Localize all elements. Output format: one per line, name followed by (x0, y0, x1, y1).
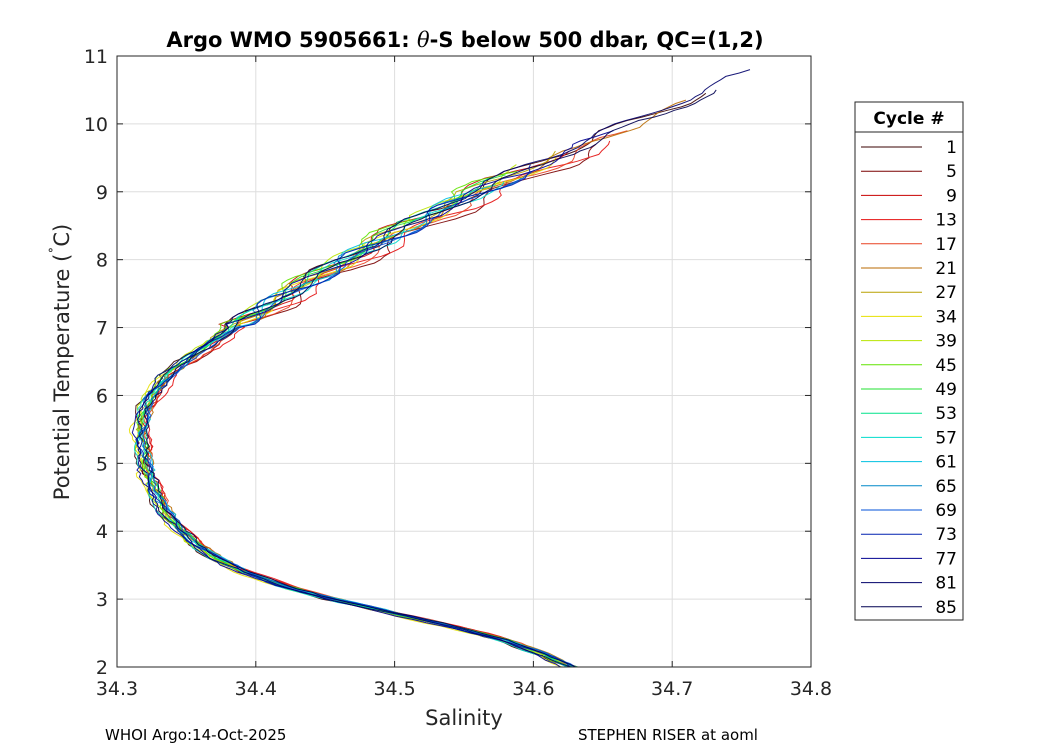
legend-label-cycle-81: 81 (935, 574, 957, 594)
legend-label-cycle-61: 61 (935, 453, 957, 473)
legend-label-cycle-13: 13 (935, 211, 957, 231)
footer-operator: STEPHEN RISER at aoml (578, 726, 758, 744)
y-axis-label-unit: C) (50, 224, 74, 247)
legend-label-cycle-57: 57 (935, 428, 957, 448)
legend-label-cycle-85: 85 (935, 598, 957, 618)
legend-label-cycle-39: 39 (935, 332, 957, 352)
legend-label-cycle-34: 34 (935, 307, 957, 327)
x-tick-label: 34.3 (96, 678, 138, 700)
legend-label-cycle-9: 9 (946, 186, 957, 206)
y-tick-label: 2 (96, 657, 108, 679)
y-tick-label: 8 (96, 250, 108, 272)
footer-credit: WHOI Argo:14-Oct-2025 (105, 726, 287, 744)
x-tick-labels: 34.3 34.4 34.5 34.6 34.7 34.8 (96, 678, 832, 700)
title-prefix: Argo WMO 5905661: (166, 28, 417, 52)
y-tick-label: 4 (96, 521, 108, 543)
legend-label-cycle-65: 65 (935, 477, 957, 497)
title-suffix: -S below 500 dbar, QC=(1,2) (430, 28, 764, 52)
x-tick-label: 34.5 (373, 678, 415, 700)
legend-label-cycle-45: 45 (935, 356, 957, 376)
x-tick-label: 34.4 (235, 678, 277, 700)
y-axis-label: Potential Temperature (˚C) (48, 224, 74, 500)
legend-label-cycle-69: 69 (935, 501, 957, 521)
y-tick-label: 11 (84, 46, 108, 68)
y-tick-label: 7 (96, 318, 108, 340)
x-axis-label: Salinity (425, 706, 503, 730)
plot-frame (116, 55, 812, 668)
profile-lines (128, 69, 751, 668)
profile-line-cycle-85 (143, 89, 717, 668)
profile-line-cycle-81 (136, 69, 751, 668)
legend-entries: 1 5 9 13 17 21 27 34 39 45 49 53 57 61 65 69 73 77 81 85 (861, 138, 957, 618)
legend-label-cycle-49: 49 (935, 380, 957, 400)
plot-area (117, 56, 811, 667)
x-tick-label: 34.7 (651, 678, 693, 700)
x-tick-label: 34.6 (512, 678, 554, 700)
profile-line-cycle-73 (135, 164, 571, 668)
legend-label-cycle-73: 73 (935, 525, 957, 545)
y-tick-labels: 2 3 4 5 6 7 8 9 10 11 (84, 46, 108, 679)
profile-line-cycle-69 (142, 170, 576, 668)
legend-label-cycle-5: 5 (946, 162, 957, 182)
legend-box (854, 101, 964, 621)
degree-symbol: ˚ (48, 247, 65, 254)
legend-label-cycle-53: 53 (935, 404, 957, 424)
y-tick-label: 6 (96, 385, 108, 407)
legend-title: Cycle # (873, 109, 944, 129)
y-tick-label: 10 (84, 114, 108, 136)
legend-label-cycle-1: 1 (946, 138, 957, 158)
chart-title: Argo WMO 5905661: θ-S below 500 dbar, QC… (166, 28, 763, 52)
x-tick-label: 34.8 (790, 678, 832, 700)
legend: Cycle # 1 5 9 13 17 21 27 34 39 45 49 53 57 61 65 69 73 7… (854, 101, 964, 621)
y-tick-label: 3 (96, 589, 108, 611)
legend-label-cycle-21: 21 (935, 259, 957, 279)
profile-line-cycle-77 (131, 130, 614, 668)
y-axis-label-main: Potential Temperature ( (50, 254, 74, 501)
legend-label-cycle-17: 17 (935, 235, 957, 255)
axis-ticks (116, 55, 812, 668)
theta-symbol: θ (417, 28, 430, 52)
y-tick-label: 5 (96, 453, 108, 475)
legend-label-cycle-77: 77 (935, 549, 957, 569)
legend-label-cycle-27: 27 (935, 283, 957, 303)
y-tick-label: 9 (96, 182, 108, 204)
